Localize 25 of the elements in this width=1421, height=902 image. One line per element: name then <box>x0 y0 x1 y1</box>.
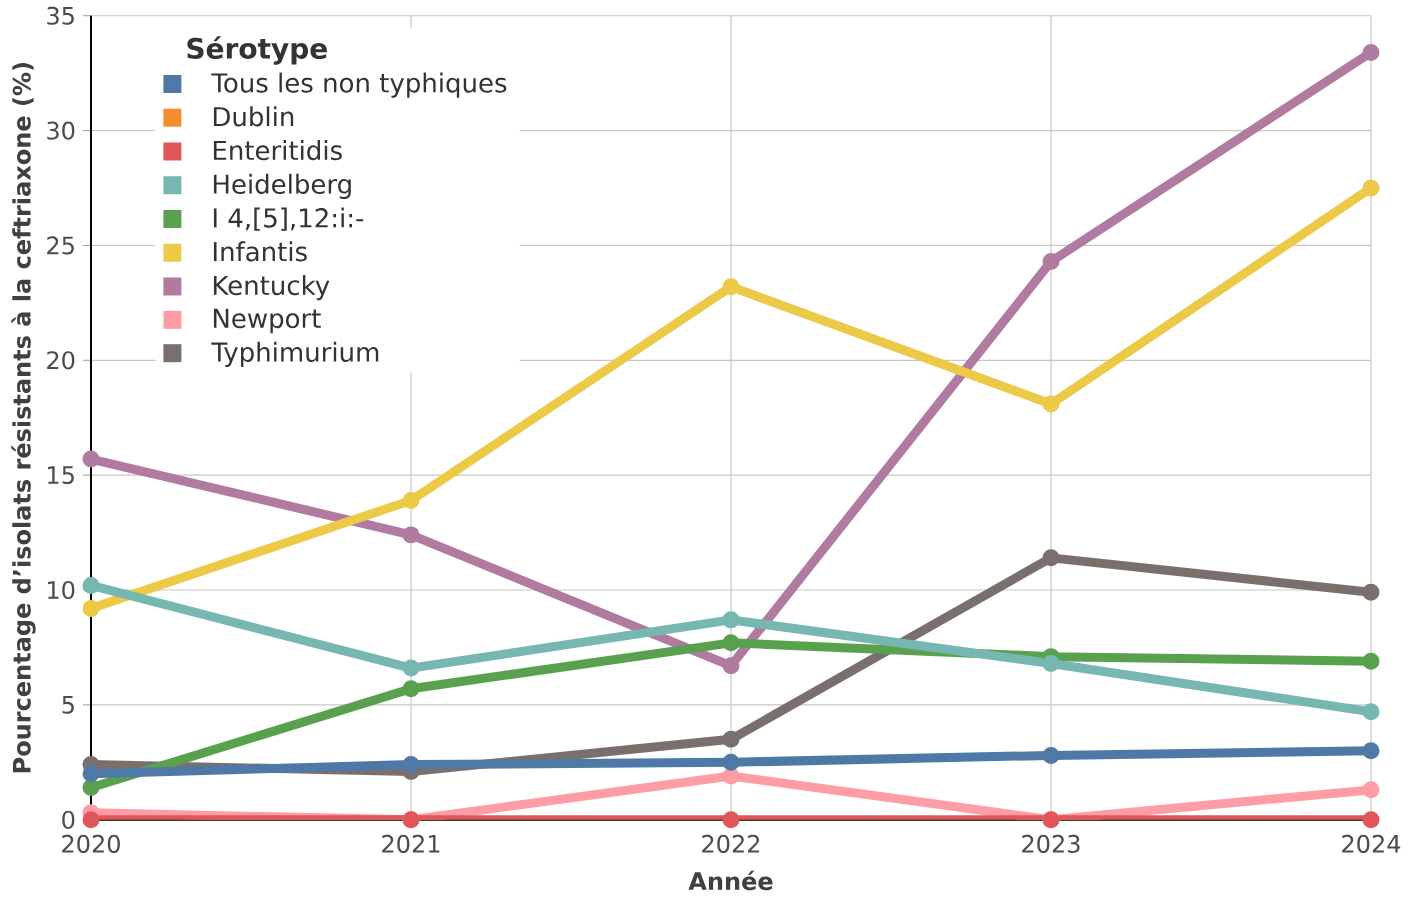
legend-label: Newport <box>213 309 321 334</box>
y-tick-label: 35 <box>47 6 74 25</box>
y-tick-label: 5 <box>62 696 74 714</box>
y-tick-label: 20 <box>47 351 75 370</box>
y-tick-label: 0 <box>62 810 75 829</box>
legend-label: I 4,[5],12:i:- <box>213 207 364 231</box>
y-tick-label: 15 <box>48 466 74 485</box>
y-tick-label: 30 <box>47 121 75 140</box>
x-tick-label: 2021 <box>382 834 440 854</box>
x-tick-label: 2024 <box>1342 834 1401 854</box>
y-tick-label: 10 <box>48 581 75 600</box>
legend-label: Infantis <box>213 241 307 262</box>
x-tick-label: 2023 <box>1022 834 1080 854</box>
legend-label: Dublin <box>213 106 294 127</box>
legend-label: Typhimurium <box>211 341 379 368</box>
x-axis-title: Année <box>688 870 773 891</box>
x-tick-label: 2020 <box>62 834 120 854</box>
y-axis-title: Pourcentage d’isolats résistants à la ceftriaxone (%) <box>11 63 36 773</box>
legend-title: Sérotype <box>187 36 327 65</box>
x-tick-label: 2022 <box>702 834 760 854</box>
legend-label: Enteritidis <box>213 140 342 161</box>
legend-label: Kentucky <box>213 275 330 301</box>
legend-label: Tous les non typhiques <box>211 72 507 98</box>
legend-label: Heidelberg <box>213 173 351 200</box>
y-tick-label: 25 <box>47 236 74 255</box>
